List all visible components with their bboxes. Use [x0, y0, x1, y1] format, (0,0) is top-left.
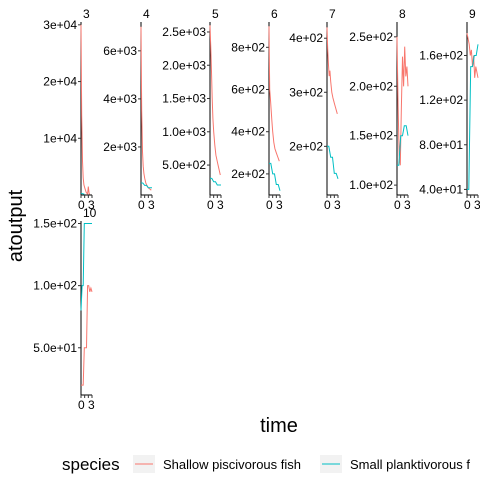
legend-label: Small planktivorous f — [350, 457, 470, 472]
y-tick-label: 2.5e+02 — [349, 30, 393, 44]
facet-panel-5: 5 5.0e+02 1.0e+03 1.5e+03 2.0e+03 2.5e+03 0 3 — [162, 7, 224, 212]
series-line-shallow-piscivorous-fish — [81, 25, 90, 195]
legend-entry-small-planktivorous-fish: Small planktivorous f — [320, 455, 470, 473]
facet-strip-label: 8 — [399, 7, 406, 21]
y-tick-label: 3e+02 — [289, 85, 323, 99]
facet-strip-label: 7 — [329, 7, 336, 21]
y-tick-label: 2.0e+02 — [349, 79, 393, 93]
x-tick-label: 3 — [474, 198, 480, 212]
facet-strip-label: 4 — [143, 7, 150, 21]
y-tick-label: 1.5e+03 — [162, 92, 206, 106]
facet-panel-10: 10 5.0e+01 1.0e+02 1.5e+02 0 3 — [33, 206, 96, 412]
x-tick-label: 0 — [138, 198, 145, 212]
facet-panel-9: 9 4.0e+01 8.0e+01 1.2e+02 1.6e+02 0 3 — [419, 7, 480, 212]
facet-panel-8: 8 1.0e+02 1.5e+02 2.0e+02 2.5e+02 0 3 — [349, 7, 411, 212]
x-tick-label: 0 — [207, 198, 214, 212]
y-tick-label: 6e+02 — [231, 83, 265, 97]
y-tick-label: 1.0e+02 — [33, 279, 77, 293]
x-tick-label: 3 — [148, 198, 155, 212]
facet-strip-label: 10 — [83, 206, 97, 220]
y-tick-label: 1.0e+02 — [349, 178, 393, 192]
y-tick-label: 4.0e+01 — [419, 182, 463, 196]
x-tick-label: 0 — [78, 398, 85, 412]
x-tick-label: 0 — [324, 198, 331, 212]
x-tick-label: 3 — [276, 198, 283, 212]
y-tick-label: 8.0e+01 — [419, 138, 463, 152]
series-line-small-planktivorous-f — [269, 163, 280, 190]
y-tick-label: 2.0e+03 — [162, 58, 206, 72]
y-tick-label: 2e+04 — [43, 75, 77, 89]
y-tick-label: 4e+02 — [289, 31, 323, 45]
x-tick-label: 3 — [88, 398, 95, 412]
series-line-shallow-piscivorous-fish — [397, 37, 408, 166]
y-tick-label: 8e+02 — [231, 40, 265, 54]
x-tick-label: 0 — [394, 198, 401, 212]
legend-label: Shallow piscivorous fish — [163, 457, 301, 472]
legend: species Shallow piscivorous fish Small p… — [62, 455, 470, 474]
y-tick-label: 1.5e+02 — [33, 216, 77, 230]
y-tick-label: 3e+04 — [43, 18, 77, 32]
series-line-small-planktivorous-f — [327, 146, 338, 179]
y-tick-label: 1e+04 — [43, 131, 77, 145]
series-line-shallow-piscivorous-fish — [141, 27, 151, 190]
facet-panel-7: 7 2e+02 3e+02 4e+02 0 3 — [289, 7, 341, 212]
y-tick-label: 2e+02 — [289, 139, 323, 153]
y-tick-label: 1.2e+02 — [419, 93, 463, 107]
series-line-shallow-piscivorous-fish — [81, 286, 92, 386]
x-tick-label: 3 — [217, 198, 224, 212]
facet-strip-label: 5 — [212, 7, 219, 21]
series-line-small-planktivorous-f — [81, 224, 92, 311]
y-tick-label: 5.0e+01 — [33, 341, 77, 355]
y-tick-label: 2.5e+03 — [162, 25, 206, 39]
facet-strip-label: 3 — [83, 7, 90, 21]
legend-title: species — [62, 455, 120, 474]
y-tick-label: 5.0e+02 — [162, 158, 206, 172]
series-line-shallow-piscivorous-fish — [210, 25, 220, 175]
y-axis-title: atoutput — [5, 189, 27, 262]
facet-strip-label: 9 — [469, 7, 476, 21]
series-line-shallow-piscivorous-fish — [327, 27, 337, 114]
series-line-small-planktivorous-f — [210, 178, 221, 185]
x-tick-label: 0 — [266, 198, 273, 212]
x-axis-title: time — [260, 415, 298, 437]
x-tick-label: 3 — [404, 198, 411, 212]
y-tick-label: 2e+02 — [231, 167, 265, 181]
y-tick-label: 4e+02 — [231, 125, 265, 139]
y-tick-label: 4e+03 — [103, 92, 137, 106]
facet-panel-4: 4 2e+03 4e+03 6e+03 0 3 — [103, 7, 155, 212]
y-tick-label: 2e+03 — [103, 140, 137, 154]
x-tick-label: 0 — [464, 198, 471, 212]
y-tick-label: 1.6e+02 — [419, 48, 463, 62]
x-tick-label: 3 — [334, 198, 341, 212]
y-tick-label: 1.5e+02 — [349, 129, 393, 143]
facet-panel-6: 6 2e+02 4e+02 6e+02 8e+02 0 3 — [231, 7, 283, 212]
y-tick-label: 6e+03 — [103, 44, 137, 58]
facet-strip-label: 6 — [271, 7, 278, 21]
legend-entry-shallow-piscivorous-fish: Shallow piscivorous fish — [133, 455, 301, 473]
y-tick-label: 1.0e+03 — [162, 125, 206, 139]
series-line-small-planktivorous-f — [467, 44, 478, 189]
series-line-shallow-piscivorous-fish — [269, 26, 279, 161]
